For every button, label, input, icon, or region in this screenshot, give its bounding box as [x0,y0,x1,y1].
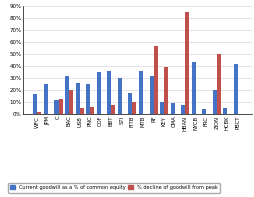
Bar [96,72,100,114]
Bar [223,108,227,114]
Bar [212,90,216,114]
Bar [191,62,195,114]
Bar [132,102,136,114]
Bar [164,67,167,114]
Bar [37,112,41,114]
Bar [153,46,157,114]
Bar [58,99,62,114]
Bar [75,83,79,114]
Bar [138,71,142,114]
Bar [107,71,111,114]
Bar [160,102,164,114]
Bar [201,110,205,114]
Bar [33,94,37,114]
Bar [184,12,188,114]
Bar [181,105,184,114]
Bar [79,108,83,114]
Bar [149,76,153,114]
Bar [86,84,90,114]
Bar [170,103,174,114]
Bar [128,93,132,114]
Bar [90,107,94,114]
Bar [233,64,237,114]
Bar [111,105,115,114]
Bar [44,84,48,114]
Bar [54,100,58,114]
Bar [216,54,220,114]
Bar [69,90,73,114]
Legend: Current goodwill as a % of common equity, % decline of goodwill from peak: Current goodwill as a % of common equity… [8,183,219,192]
Bar [65,76,69,114]
Bar [117,78,121,114]
